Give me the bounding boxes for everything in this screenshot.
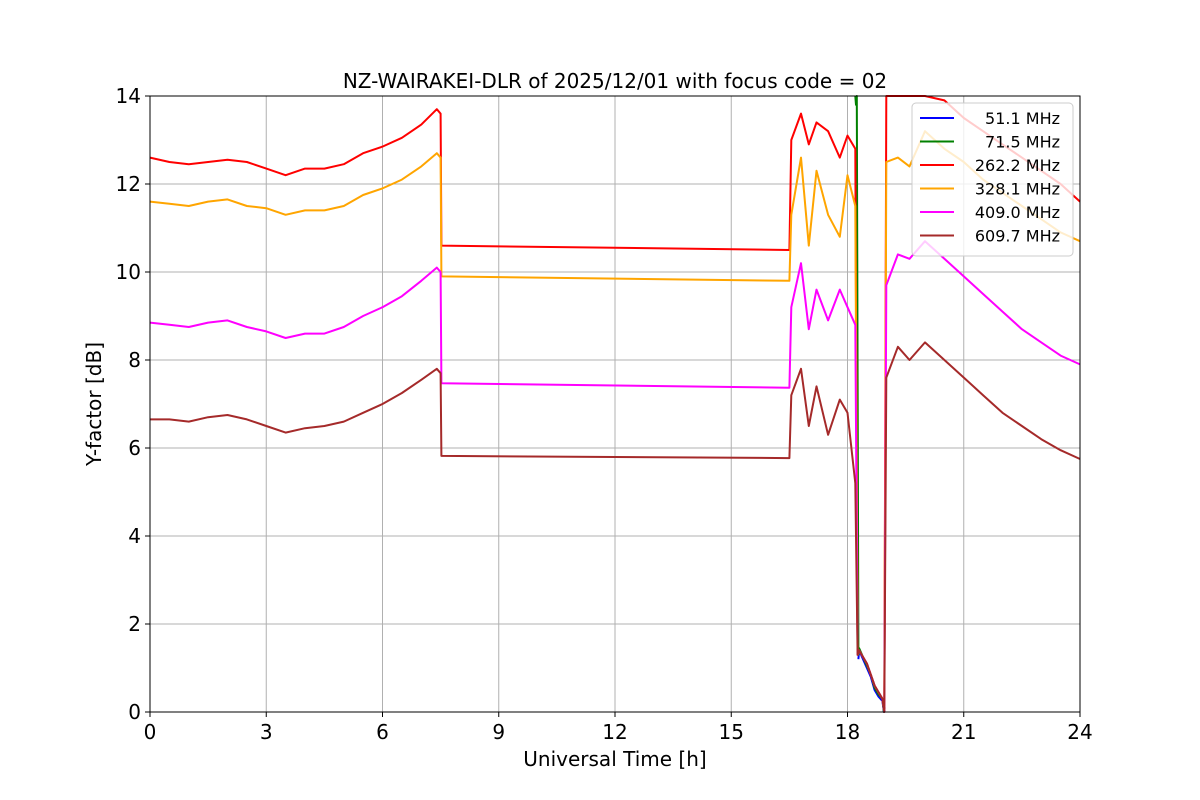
y-tick-label: 2	[128, 612, 141, 636]
x-tick-label: 6	[376, 720, 389, 744]
x-tick-label: 0	[144, 720, 157, 744]
legend-label: 609.7 MHz	[975, 227, 1060, 246]
y-tick-label: 4	[128, 524, 141, 548]
x-tick-label: 21	[951, 720, 976, 744]
legend-label: 262.2 MHz	[975, 156, 1060, 175]
y-axis-label: Y-factor [dB]	[82, 342, 106, 467]
legend: 51.1 MHz 71.5 MHz 262.2 MHz 328.1 MHz 409.0 …	[911, 102, 1074, 257]
y-tick-label: 6	[128, 436, 141, 460]
x-tick-label: 12	[602, 720, 627, 744]
x-tick-label: 24	[1067, 720, 1092, 744]
x-ticks: 0 3 6 9 12 15 18 21 24	[144, 712, 1093, 744]
y-tick-label: 0	[128, 700, 141, 724]
x-tick-label: 15	[719, 720, 744, 744]
y-tick-label: 14	[116, 84, 141, 108]
series-line-2	[149, 95, 1081, 713]
y-ticks: 0 2 4 6 8 10 12 14	[116, 84, 150, 724]
x-tick-label: 18	[835, 720, 860, 744]
legend-label: 409.0 MHz	[975, 203, 1060, 222]
x-axis-label: Universal Time [h]	[523, 747, 706, 771]
legend-label: 51.1 MHz	[985, 109, 1060, 128]
x-tick-label: 9	[492, 720, 505, 744]
legend-label: 71.5 MHz	[985, 133, 1060, 152]
y-tick-label: 10	[116, 260, 141, 284]
legend-label: 328.1 MHz	[975, 180, 1060, 199]
x-tick-label: 3	[260, 720, 273, 744]
series-line-5	[150, 341, 1081, 713]
y-tick-label: 8	[128, 348, 141, 372]
y-tick-label: 12	[116, 172, 141, 196]
chart-title: NZ-WAIRAKEI-DLR of 2025/12/01 with focus…	[343, 69, 887, 93]
